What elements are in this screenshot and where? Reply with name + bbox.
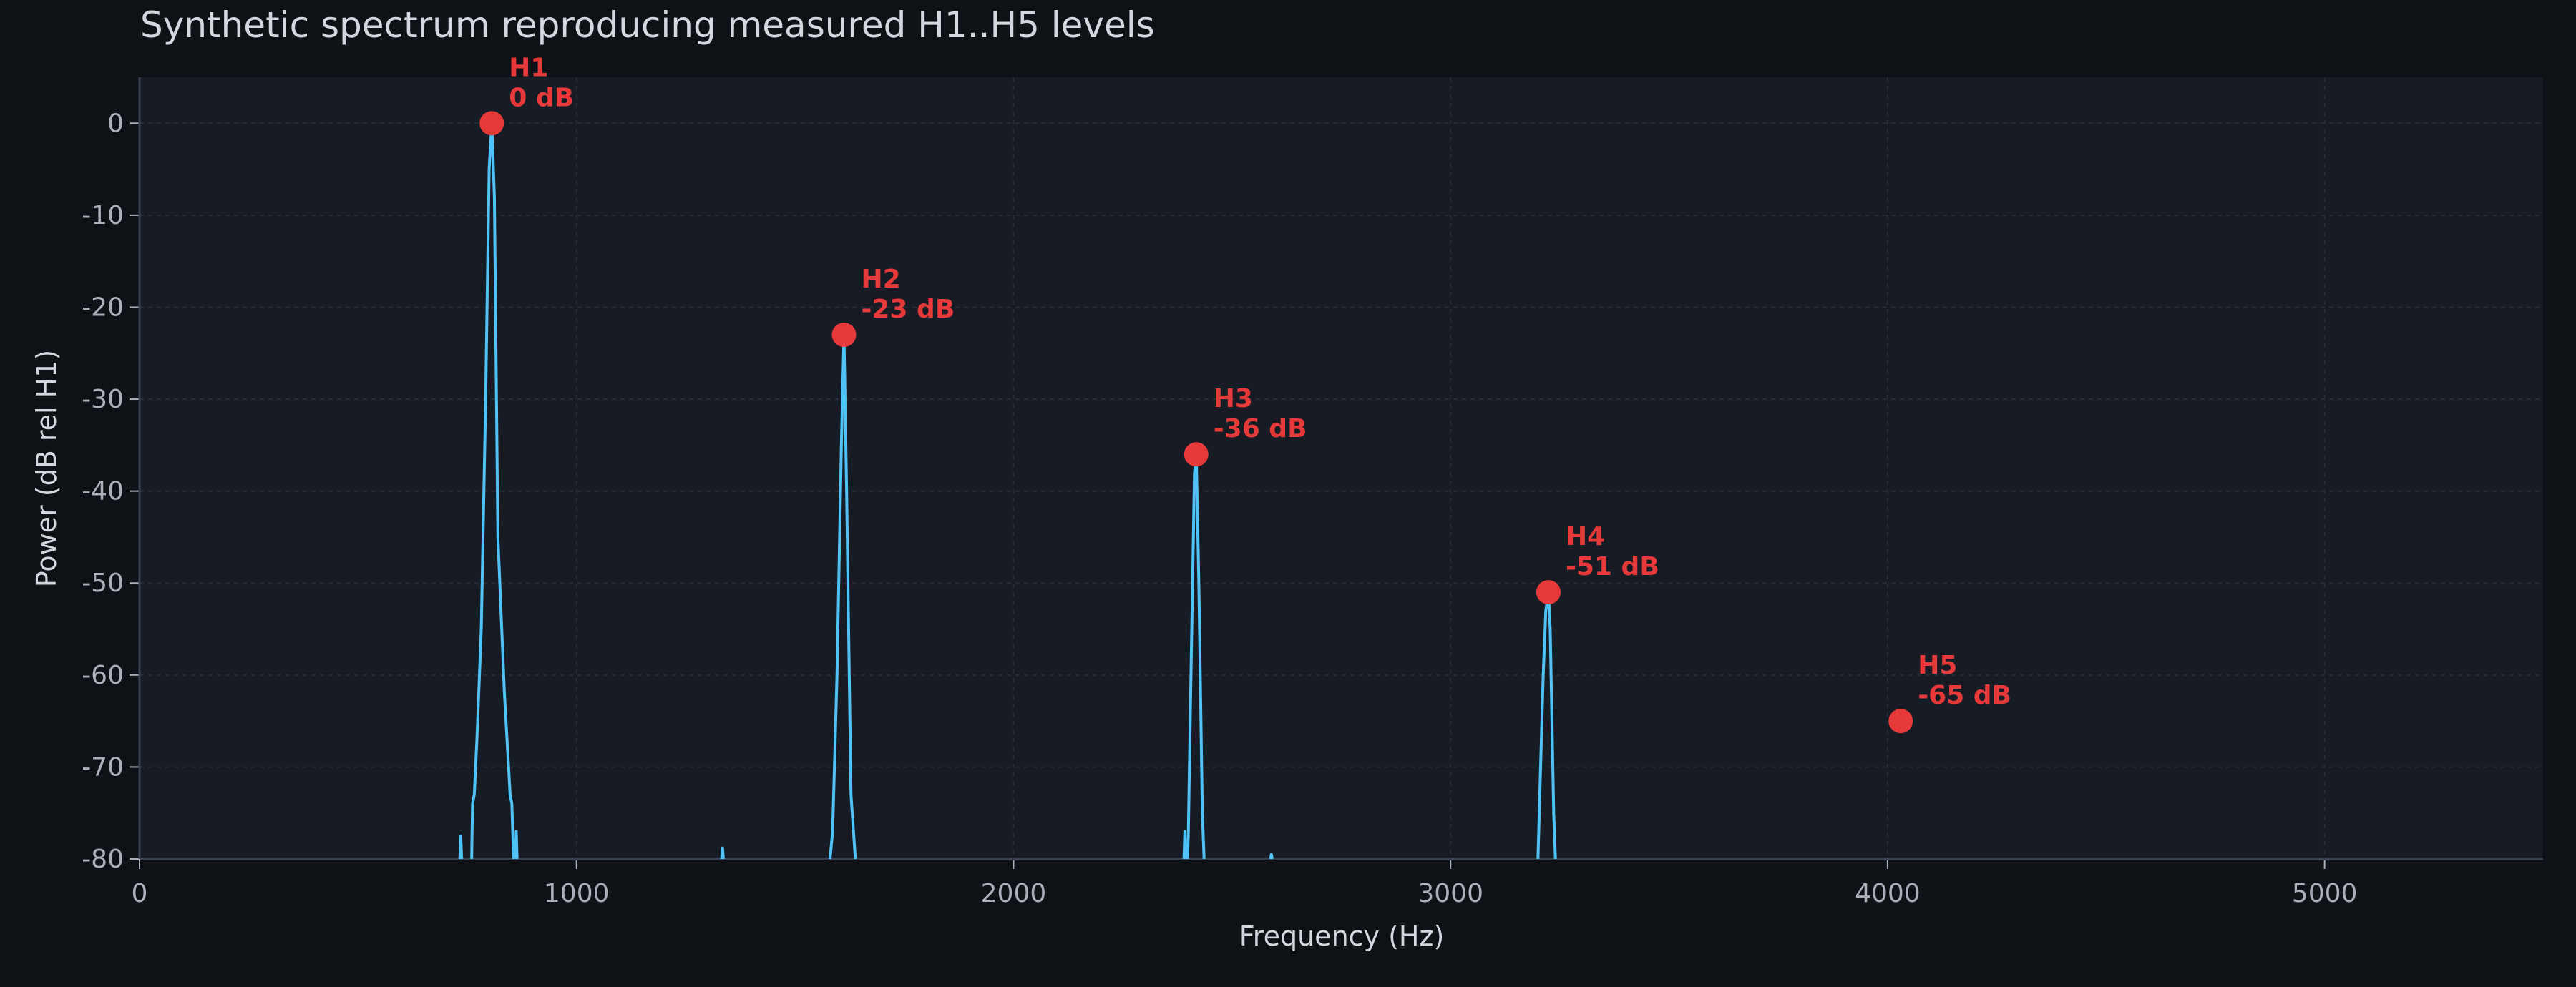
y-tick-label: -50 [82, 569, 124, 598]
harmonic-label: H1 [509, 53, 548, 82]
harmonic-marker-h2 [831, 323, 857, 348]
harmonic-value-label: -51 dB [1566, 552, 1659, 581]
harmonic-label: H4 [1566, 522, 1605, 551]
spectrum-segment [514, 830, 519, 860]
harmonic-label: H5 [1918, 651, 1957, 680]
x-axis-label: Frequency (Hz) [1239, 920, 1445, 952]
x-tick-label: 1000 [544, 879, 610, 908]
harmonic-marker-h5 [1888, 709, 1913, 734]
harmonic-label: H2 [861, 265, 900, 294]
spectrum-segment [470, 122, 515, 860]
y-tick-label: -40 [82, 477, 124, 506]
y-tick-label: -70 [82, 752, 124, 782]
chart-title: Synthetic spectrum reproducing measured … [140, 4, 1155, 46]
harmonic-value-label: 0 dB [509, 83, 574, 112]
harmonic-markers: H10 dB H2-23 dB H3-36 dB H4-51 dB H5-65 dB [479, 53, 2011, 734]
y-tick-label: -10 [82, 201, 124, 230]
y-tick-label: 0 [107, 109, 124, 138]
harmonic-marker-h3 [1184, 442, 1209, 467]
y-tick-label: -60 [82, 661, 124, 690]
spectrum-segment [458, 834, 464, 860]
harmonic-marker-h4 [1536, 580, 1561, 605]
harmonic-value-label: -65 dB [1918, 681, 2011, 710]
spectrum-segment [720, 846, 725, 860]
harmonic-marker-h1 [479, 111, 504, 136]
spectrum-segment [1182, 830, 1188, 860]
x-tick-label: 0 [132, 879, 148, 908]
x-tick-label: 3000 [1418, 879, 1483, 908]
spectrum-segment [828, 333, 857, 860]
harmonic-label: H3 [1214, 384, 1253, 413]
x-tick-label: 2000 [981, 879, 1047, 908]
y-tick-label: -80 [82, 845, 124, 874]
y-axis-label: Power (dB rel H1) [31, 350, 62, 587]
plot-area [140, 77, 2543, 859]
x-tick-label: 4000 [1855, 879, 1921, 908]
spectrum-segment [1269, 853, 1274, 860]
harmonic-value-label: -23 dB [861, 295, 955, 324]
harmonic-value-label: -36 dB [1214, 414, 1307, 443]
x-tick-label: 5000 [2292, 879, 2358, 908]
y-tick-label: -30 [82, 385, 124, 414]
axes: 0 1000 2000 3000 4000 5000 0 -10 -20 -30 -40 -50 -60… [82, 77, 2543, 908]
y-tick-label: -20 [82, 293, 124, 322]
